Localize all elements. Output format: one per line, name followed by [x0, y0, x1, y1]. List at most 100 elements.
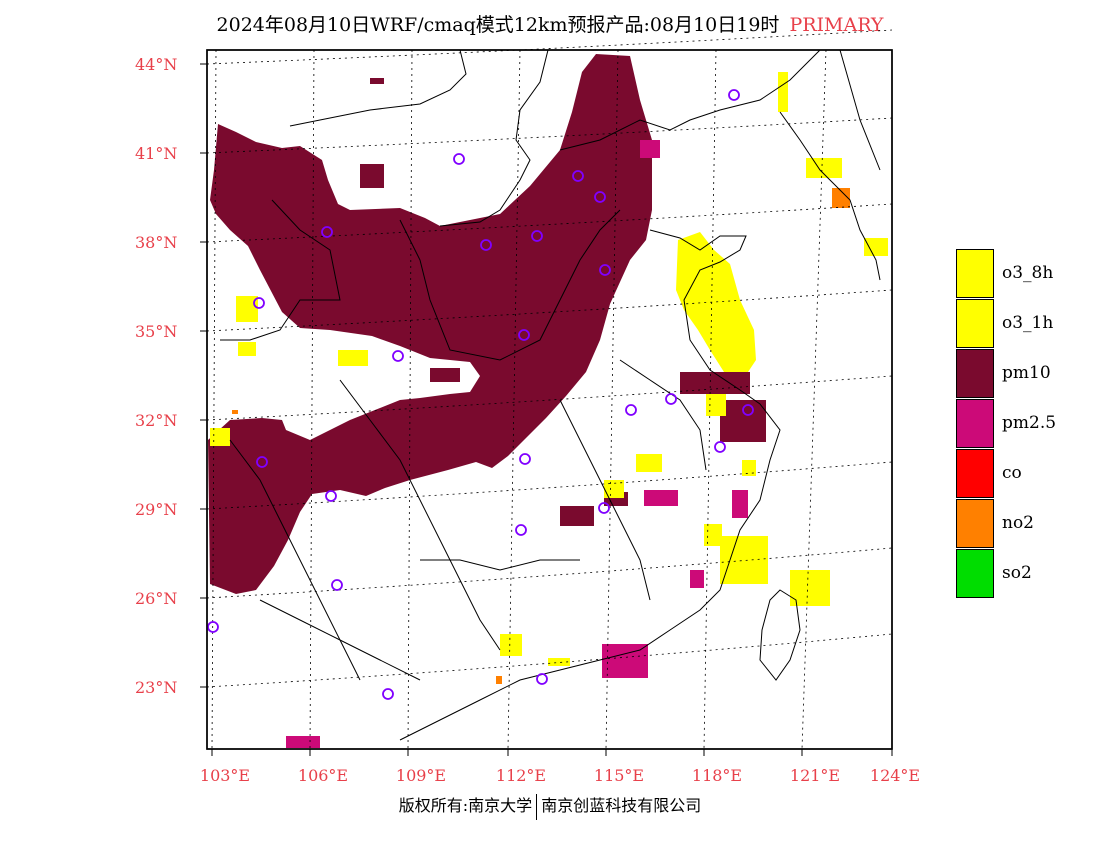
lat-label: 29°N — [135, 500, 178, 519]
graticule — [206, 29, 893, 750]
copyright-right: 南京创蓝科技有限公司 — [541, 796, 702, 815]
station-marker — [598, 502, 610, 514]
o3-patch — [338, 350, 368, 366]
station-marker — [665, 393, 677, 405]
legend-label: no2 — [1002, 513, 1034, 533]
legend-swatch — [956, 549, 994, 598]
station-markers — [207, 89, 754, 700]
pm10-patch — [680, 372, 750, 394]
lat-label: 26°N — [135, 589, 178, 608]
legend-label: so2 — [1002, 563, 1032, 583]
lon-label: 112°E — [495, 766, 547, 785]
boundaries — [220, 49, 881, 741]
lon-label: 109°E — [395, 766, 447, 785]
legend-swatch — [956, 249, 994, 298]
axis-ticks — [200, 63, 893, 756]
station-marker — [331, 579, 343, 591]
legend-label: co — [1002, 463, 1022, 483]
lat-label: 23°N — [135, 678, 178, 697]
station-marker — [325, 490, 337, 502]
o3-patch — [500, 634, 522, 656]
no2-patch — [832, 188, 850, 208]
station-marker — [531, 230, 543, 242]
pollutant-layer — [208, 54, 888, 748]
pm10-patch — [370, 78, 384, 84]
o3-region-coast — [676, 232, 756, 372]
station-marker — [321, 226, 333, 238]
footer-separator — [536, 793, 538, 820]
pm10-patch — [430, 368, 460, 382]
station-marker — [392, 350, 404, 362]
no2-patch — [496, 676, 502, 684]
station-marker — [572, 170, 584, 182]
station-marker — [256, 456, 268, 468]
station-marker — [742, 404, 754, 416]
lat-label: 38°N — [135, 233, 178, 252]
pm25-patch — [690, 570, 704, 588]
o3-patch — [704, 524, 722, 546]
station-marker — [253, 297, 265, 309]
pm10-patch — [360, 164, 384, 188]
station-marker — [594, 191, 606, 203]
legend-swatch — [956, 449, 994, 498]
pm25-patch — [286, 736, 320, 748]
o3-patch — [806, 158, 842, 178]
lat-label: 41°N — [135, 144, 178, 163]
pm25-patch — [640, 140, 660, 158]
station-marker — [599, 264, 611, 276]
pm25-patch — [732, 490, 748, 518]
station-marker — [453, 153, 465, 165]
legend-label: o3_1h — [1002, 313, 1054, 333]
o3-patch — [790, 570, 830, 606]
o3-patch — [210, 428, 230, 446]
o3-patch — [604, 480, 624, 498]
lat-label: 44°N — [135, 55, 178, 74]
legend-label: pm10 — [1002, 363, 1051, 383]
station-marker — [515, 524, 527, 536]
pm25-patch — [644, 490, 678, 506]
station-marker — [625, 404, 637, 416]
map-border — [206, 49, 893, 750]
pm10-patch — [560, 506, 594, 526]
lon-label: 115°E — [593, 766, 645, 785]
lat-label: 32°N — [135, 411, 178, 430]
o3-patch — [238, 342, 256, 356]
title-tag: PRIMARY — [789, 14, 884, 36]
o3-patch — [548, 658, 570, 666]
title-text: 2024年08月10日WRF/cmaq模式12km预报产品:08月10日19时 — [216, 14, 780, 36]
station-marker — [207, 621, 219, 633]
copyright-left: 版权所有:南京大学 — [398, 796, 533, 815]
station-marker — [728, 89, 740, 101]
lon-label: 103°E — [199, 766, 251, 785]
pm10-region-north — [208, 54, 652, 594]
pm10-patch — [720, 400, 766, 442]
lon-label: 106°E — [297, 766, 349, 785]
lon-label: 121°E — [789, 766, 841, 785]
legend-swatch — [956, 499, 994, 548]
no2-patch — [232, 410, 238, 414]
map-title: 2024年08月10日WRF/cmaq模式12km预报产品:08月10日19时 P… — [0, 10, 1100, 37]
o3-patch — [706, 394, 726, 416]
legend-swatch — [956, 349, 994, 398]
legend-swatch — [956, 299, 994, 348]
lon-label: 124°E — [869, 766, 921, 785]
o3-patch — [864, 238, 888, 256]
legend-swatch — [956, 399, 994, 448]
copyright-footer: 版权所有:南京大学 南京创蓝科技有限公司 — [0, 792, 1100, 820]
lat-label: 35°N — [135, 322, 178, 341]
station-marker — [382, 688, 394, 700]
station-marker — [519, 453, 531, 465]
station-marker — [480, 239, 492, 251]
legend-label: pm2.5 — [1002, 413, 1057, 433]
lon-label: 118°E — [691, 766, 743, 785]
o3-patch — [636, 454, 662, 472]
o3-patch — [720, 536, 768, 584]
o3-patch — [778, 72, 788, 112]
station-marker — [714, 441, 726, 453]
o3-patch — [742, 460, 756, 476]
station-marker — [518, 329, 530, 341]
o3-patch — [236, 296, 258, 322]
legend-label: o3_8h — [1002, 263, 1054, 283]
station-marker — [536, 673, 548, 685]
